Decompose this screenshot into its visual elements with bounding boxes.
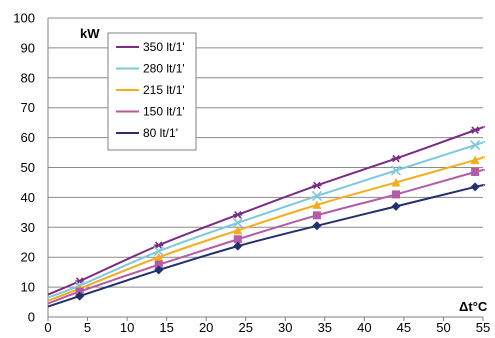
y-tick-label: 0	[28, 310, 35, 325]
data-point-x	[153, 246, 164, 257]
x-tick-label: 25	[238, 320, 252, 335]
data-point-square	[312, 211, 321, 220]
x-stroke	[153, 246, 164, 257]
y-tick-label: 30	[21, 220, 35, 235]
legend-label: 350 lt/1'	[143, 40, 185, 54]
series-area	[47, 125, 485, 308]
legend: 350 lt/1' 280 lt/1' 215 lt/1' 150 lt/1' 80 l…	[107, 32, 197, 151]
series-line	[47, 168, 485, 305]
data-point-asterisk	[391, 154, 401, 163]
series-line	[47, 183, 485, 308]
x-tick-label: 0	[44, 320, 51, 335]
y-tick-label: 50	[21, 160, 35, 175]
legend-label: 280 lt/1'	[143, 62, 185, 76]
x-tick-label: 20	[199, 320, 213, 335]
series-3	[47, 167, 485, 305]
data-point-square	[233, 235, 242, 244]
x-tick-label: 5	[84, 320, 91, 335]
y-tick-label: 20	[21, 250, 35, 265]
x-tick-label: 15	[159, 320, 173, 335]
x-tick-label: 35	[318, 320, 332, 335]
data-point-diamond	[154, 265, 164, 275]
data-point-triangle	[391, 177, 401, 187]
asterisk-stroke	[234, 211, 242, 219]
x-axis-unit-label: Δt°C	[459, 299, 488, 314]
x-tick-label: 55	[476, 320, 490, 335]
asterisk-stroke	[392, 154, 400, 163]
y-tick-label: 70	[21, 100, 35, 115]
data-point-square	[154, 260, 163, 269]
y-tick-label: 100	[13, 11, 35, 26]
data-point-asterisk	[233, 211, 243, 219]
legend-label: 215 lt/1'	[143, 83, 185, 97]
series-2	[47, 155, 485, 302]
data-point-diamond	[470, 182, 480, 192]
legend-label: 80 lt/1'	[143, 126, 178, 140]
series-4	[47, 182, 485, 308]
series-line	[47, 125, 485, 296]
x-stroke	[311, 190, 322, 201]
series-line	[47, 156, 485, 302]
series-0	[47, 125, 485, 296]
x-tick-label: 40	[357, 320, 371, 335]
y-tick-label: 10	[21, 280, 35, 295]
axes: 0 10 20 30 40 50 60 70 80 90 100 0 5 10 15 20 25 30 35 40 45…	[13, 11, 490, 336]
series-line	[47, 140, 485, 299]
legend-box	[107, 32, 197, 151]
x-stroke	[232, 217, 243, 228]
asterisk-stroke	[155, 241, 163, 249]
data-point-x	[311, 190, 322, 201]
data-point-square	[392, 190, 400, 199]
y-tick-label: 90	[21, 40, 35, 55]
x-tick-label: 10	[120, 320, 134, 335]
data-point-diamond	[391, 201, 401, 211]
data-point-diamond	[233, 241, 243, 251]
data-point-asterisk	[154, 241, 164, 249]
data-point-triangle	[470, 155, 480, 165]
x-tick-label: 45	[397, 320, 411, 335]
data-point-triangle	[233, 225, 243, 235]
data-point-triangle	[154, 252, 164, 262]
data-point-diamond	[75, 291, 85, 301]
x-tick-label: 30	[278, 320, 292, 335]
x-stroke	[470, 140, 481, 151]
data-point-diamond	[312, 221, 322, 231]
data-point-square	[471, 167, 480, 176]
data-point-asterisk	[312, 181, 322, 190]
series-1	[47, 140, 485, 299]
data-point-x	[470, 140, 481, 151]
y-tick-label: 80	[21, 70, 35, 85]
x-tick-label: 50	[436, 320, 450, 335]
data-point-asterisk	[470, 126, 480, 134]
y-axis-unit-label: kW	[80, 26, 100, 41]
asterisk-stroke	[471, 126, 479, 134]
data-point-triangle	[312, 200, 322, 209]
y-tick-label: 40	[21, 190, 35, 205]
legend-label: 150 lt/1'	[143, 105, 185, 119]
data-point-x	[232, 217, 243, 228]
asterisk-stroke	[313, 181, 321, 190]
data-point-x	[390, 165, 402, 176]
x-stroke	[390, 165, 402, 176]
y-tick-label: 60	[21, 130, 35, 145]
